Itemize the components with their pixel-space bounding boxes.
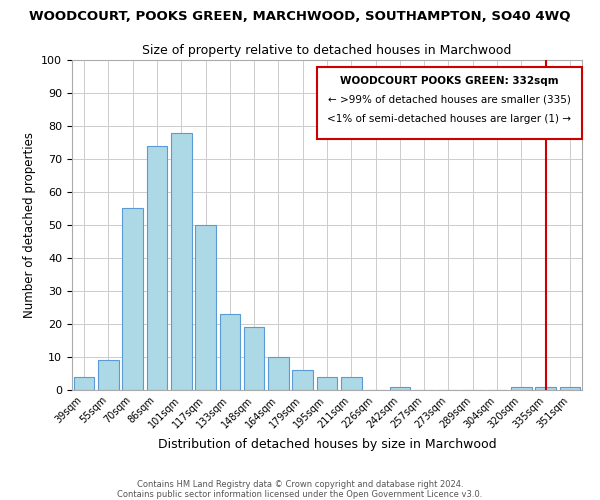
Bar	[146, 146, 167, 390]
Bar	[389, 386, 410, 390]
X-axis label: Distribution of detached houses by size in Marchwood: Distribution of detached houses by size …	[158, 438, 496, 451]
Bar	[74, 377, 94, 390]
Text: ← >99% of detached houses are smaller (335): ← >99% of detached houses are smaller (3…	[328, 94, 571, 104]
Bar	[195, 225, 216, 390]
Bar	[341, 377, 362, 390]
FancyBboxPatch shape	[317, 66, 582, 139]
Bar	[317, 377, 337, 390]
Bar	[511, 386, 532, 390]
Title: Size of property relative to detached houses in Marchwood: Size of property relative to detached ho…	[142, 44, 512, 58]
Y-axis label: Number of detached properties: Number of detached properties	[23, 132, 36, 318]
Bar	[220, 314, 240, 390]
Bar	[244, 328, 265, 390]
Bar	[268, 357, 289, 390]
Bar	[171, 132, 191, 390]
Text: Contains public sector information licensed under the Open Government Licence v3: Contains public sector information licen…	[118, 490, 482, 499]
Text: WOODCOURT, POOKS GREEN, MARCHWOOD, SOUTHAMPTON, SO40 4WQ: WOODCOURT, POOKS GREEN, MARCHWOOD, SOUTH…	[29, 10, 571, 23]
Bar	[122, 208, 143, 390]
Bar	[560, 386, 580, 390]
Bar	[535, 386, 556, 390]
Text: WOODCOURT POOKS GREEN: 332sqm: WOODCOURT POOKS GREEN: 332sqm	[340, 76, 559, 86]
Text: <1% of semi-detached houses are larger (1) →: <1% of semi-detached houses are larger (…	[328, 114, 571, 124]
Bar	[98, 360, 119, 390]
Bar	[292, 370, 313, 390]
Text: Contains HM Land Registry data © Crown copyright and database right 2024.: Contains HM Land Registry data © Crown c…	[137, 480, 463, 489]
